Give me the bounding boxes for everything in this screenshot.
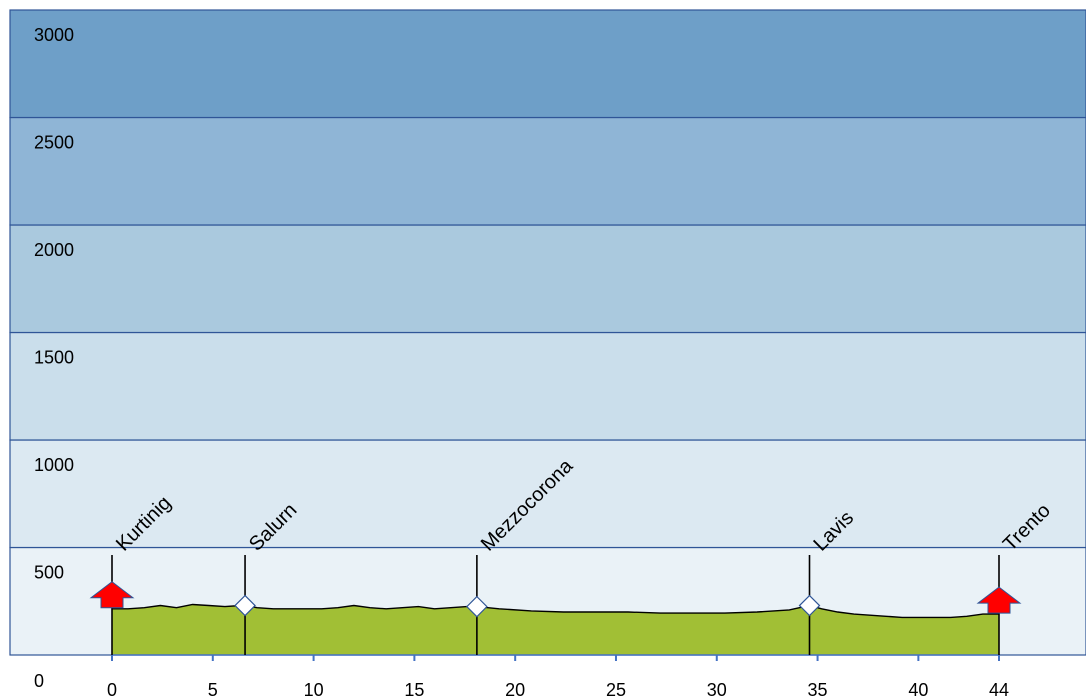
x-tick-label: 40	[908, 680, 928, 700]
elevation-band	[9, 224, 1086, 334]
x-tick-label: 30	[707, 680, 727, 700]
diamond-marker	[234, 594, 256, 617]
x-axis: 0 5 10 15 20 25 30 35 40 44	[107, 654, 1009, 700]
y-tick-label: 3000	[34, 25, 74, 45]
elevation-band	[9, 9, 1086, 119]
x-tick-label: 15	[404, 680, 424, 700]
profile-area	[112, 604, 999, 655]
elevation-band	[9, 439, 1086, 549]
y-tick-label: 2500	[34, 133, 74, 153]
y-tick-label: 1500	[34, 348, 74, 368]
elevation-band	[9, 116, 1086, 226]
x-tick-label: 0	[107, 680, 117, 700]
arrow-up-marker	[976, 586, 1022, 614]
y-tick-label: 0	[34, 671, 44, 691]
arrow-up-marker	[89, 581, 135, 609]
diamond-marker	[466, 595, 488, 618]
y-tick-label: 500	[34, 563, 64, 583]
diamond-marker	[798, 594, 821, 617]
y-axis-labels: 0 500 1000 1500 2000 2500 3000	[34, 25, 74, 691]
elevation-bands	[9, 9, 1086, 656]
y-tick-label: 1000	[34, 455, 74, 475]
x-tick-label: 35	[808, 680, 828, 700]
x-tick-label: 20	[505, 680, 525, 700]
x-tick-label: 25	[606, 680, 626, 700]
x-tick-label: 44	[989, 680, 1009, 700]
y-tick-label: 2000	[34, 240, 74, 260]
x-tick-label: 10	[304, 680, 324, 700]
x-tick-label: 5	[208, 680, 218, 700]
elevation-band	[9, 331, 1086, 441]
